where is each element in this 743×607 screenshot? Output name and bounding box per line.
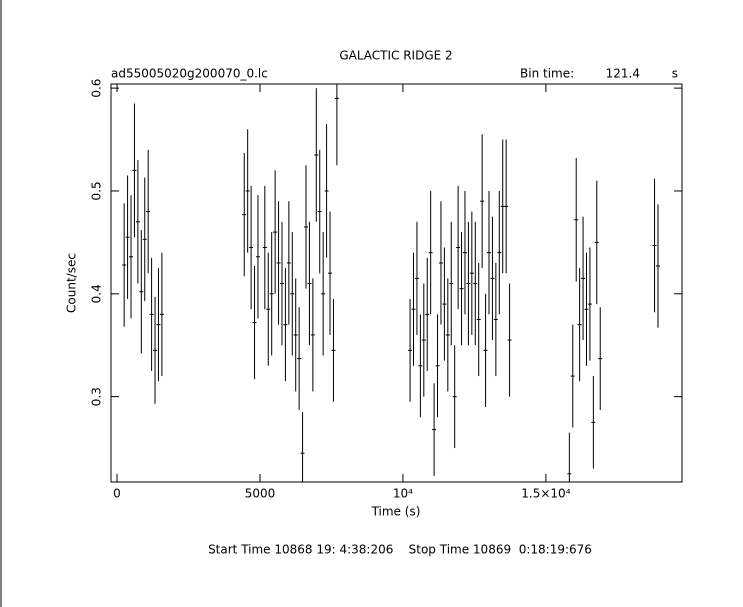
file-name: ad55005020g200070_0.lc xyxy=(111,67,268,81)
x-axis-label: Time (s) xyxy=(371,505,421,519)
y-tick-label: 0.4 xyxy=(90,284,104,303)
y-tick-label: 0.5 xyxy=(90,181,104,200)
y-axis-label: Count/sec xyxy=(65,253,79,313)
x-tick-label: 5000 xyxy=(245,487,276,501)
x-tick-label: 10⁴ xyxy=(393,487,413,501)
plot-frame xyxy=(110,83,683,483)
bin-time-unit: s xyxy=(672,67,678,81)
chart-title: GALACTIC RIDGE 2 xyxy=(339,49,452,63)
bin-time-label: Bin time: xyxy=(520,67,574,81)
bin-time: 121.4 xyxy=(606,67,640,81)
y-tick-label: 0.3 xyxy=(90,387,104,406)
time-range: Start Time 10868 19: 4:38:206 Stop Time … xyxy=(208,543,592,557)
x-tick-label: 1.5×10⁴ xyxy=(521,487,570,501)
x-tick-label: 0 xyxy=(113,487,121,501)
y-tick-label: 0.6 xyxy=(90,79,104,98)
data-points xyxy=(122,84,660,482)
